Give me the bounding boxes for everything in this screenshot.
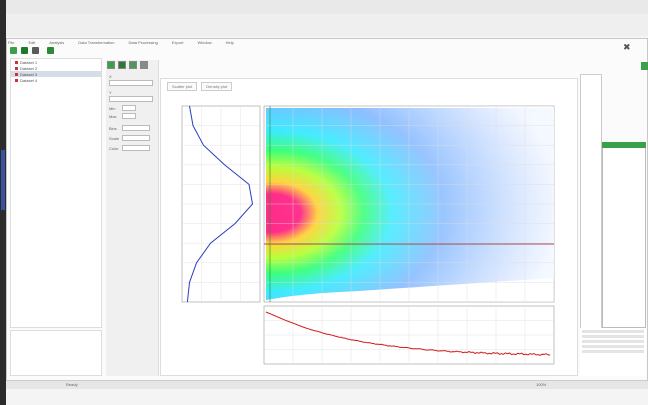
- export-plot-icon[interactable]: [107, 61, 115, 69]
- desktop-strip: [0, 14, 648, 36]
- left-histogram-grid: [182, 106, 260, 302]
- bottom-histogram-curve: [265, 311, 551, 356]
- plot-toolbar: [107, 61, 148, 69]
- main-toolbar: [10, 47, 54, 54]
- status-right-text: 100%: [536, 382, 547, 387]
- min-field[interactable]: [122, 105, 136, 111]
- control-label: Y: [109, 90, 112, 95]
- control-label: Color: [109, 146, 119, 151]
- menu-item[interactable]: Data Processing: [128, 39, 158, 45]
- info-line: [582, 345, 644, 348]
- info-line: [582, 335, 644, 338]
- plot-controls-panel: X Y Min Max Bins Scale Color: [106, 60, 159, 376]
- close-icon[interactable]: ✖: [623, 43, 631, 53]
- plot-tabs: Scatter plot Density plot: [167, 82, 233, 91]
- plot-canvas: [181, 105, 555, 365]
- window-titlebar-top: [0, 0, 648, 15]
- info-panel: [580, 328, 646, 376]
- info-line: [582, 350, 644, 353]
- control-label: X: [109, 74, 112, 79]
- density-grid: [264, 106, 554, 302]
- copy-plot-icon[interactable]: [118, 61, 126, 69]
- info-line: [582, 340, 644, 343]
- y-channel-select[interactable]: [109, 96, 153, 102]
- control-label: Min: [109, 106, 116, 111]
- bottom-histogram: [263, 305, 555, 365]
- status-left-text: Ready: [66, 382, 78, 387]
- density-scatter: [263, 105, 555, 303]
- left-histogram-curve: [186, 105, 254, 303]
- refresh-icon[interactable]: [32, 47, 39, 54]
- menu-item[interactable]: Window: [197, 39, 212, 45]
- control-label: Bins: [109, 126, 117, 131]
- bins-field[interactable]: [122, 125, 150, 131]
- control-label: Max: [109, 114, 117, 119]
- max-field[interactable]: [122, 113, 136, 119]
- dataset-tree: Dataset 1 Dataset 2 Dataset 3 Dataset 4: [10, 58, 102, 328]
- menu-item[interactable]: Export: [171, 39, 184, 45]
- tree-item[interactable]: Dataset 1: [11, 59, 101, 65]
- properties-panel: [10, 330, 102, 376]
- dataset-icon: [15, 72, 18, 76]
- color-select[interactable]: [122, 145, 150, 151]
- open-folder-icon[interactable]: [10, 47, 17, 54]
- x-channel-select[interactable]: [109, 80, 153, 86]
- info-line: [582, 330, 644, 333]
- menu-item[interactable]: Help: [225, 39, 234, 45]
- zoom-icon[interactable]: [129, 61, 137, 69]
- left-histogram: [181, 105, 261, 303]
- menu-bar: File Edit Analysis Data Transformation D…: [8, 38, 308, 46]
- dataset-icon: [15, 60, 18, 64]
- menu-item[interactable]: Data Transformation: [78, 39, 115, 45]
- menu-item[interactable]: Analysis: [49, 39, 65, 45]
- expand-panel-button[interactable]: [641, 62, 648, 70]
- dataset-icon: [15, 66, 18, 70]
- parameter-list[interactable]: [602, 142, 646, 328]
- tab-scatter-plot[interactable]: Scatter plot: [167, 82, 198, 91]
- save-icon[interactable]: [21, 47, 28, 54]
- menu-item[interactable]: File: [8, 39, 15, 45]
- menu-item[interactable]: Edit: [28, 39, 36, 45]
- tree-item[interactable]: Dataset 2: [11, 65, 101, 71]
- bottom-histogram-grid: [264, 306, 554, 364]
- play-icon[interactable]: [47, 47, 54, 54]
- dataset-icon: [15, 78, 18, 82]
- status-bar: Ready 100%: [6, 380, 648, 389]
- tree-item[interactable]: Dataset 4: [11, 77, 101, 83]
- settings-icon[interactable]: [140, 61, 148, 69]
- left-window-edge-accent: [1, 150, 5, 210]
- tree-item[interactable]: Dataset 3: [11, 71, 101, 77]
- control-label: Scale: [109, 136, 120, 141]
- parameter-list-header: [602, 142, 646, 148]
- scale-select[interactable]: [122, 135, 150, 141]
- tab-density-plot[interactable]: Density plot: [201, 82, 233, 91]
